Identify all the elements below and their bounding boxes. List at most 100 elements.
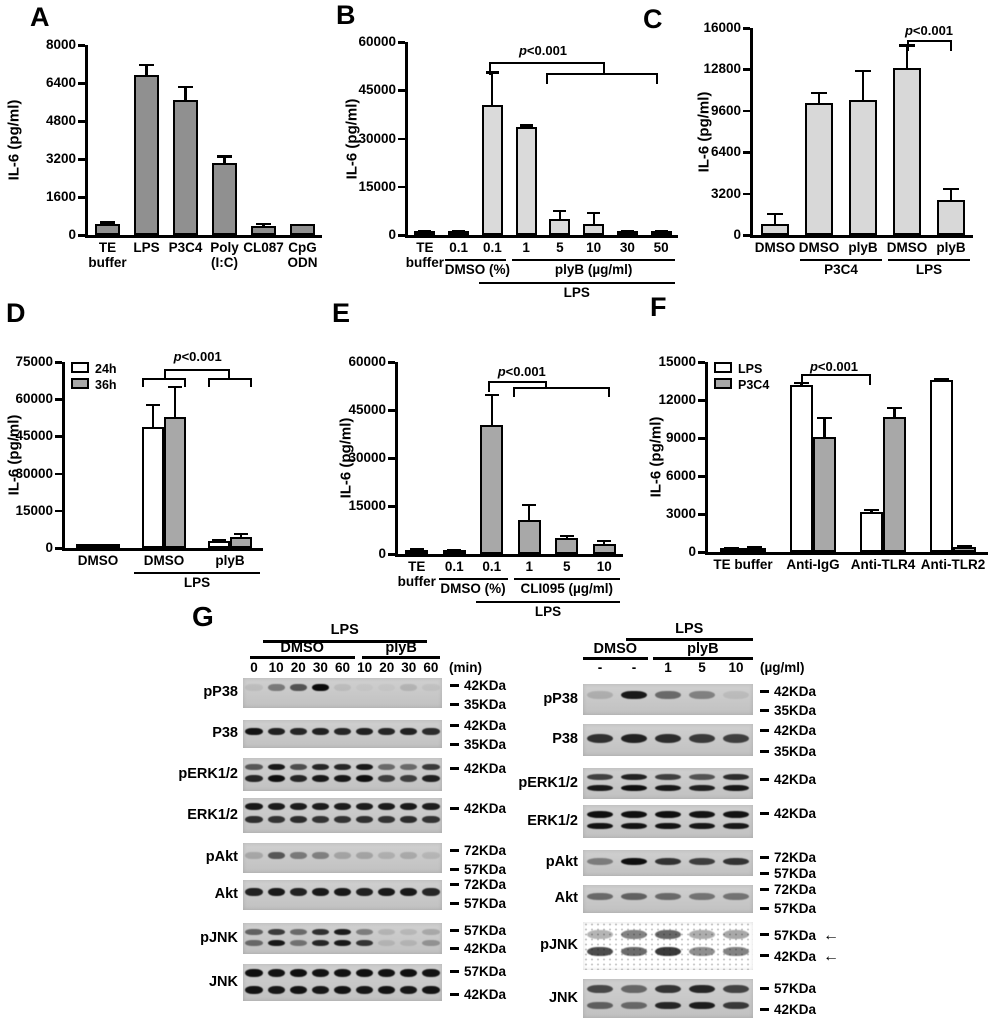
group-label: P3C4 <box>824 262 858 277</box>
sig-label: p<0.001 <box>497 364 546 379</box>
protein-band <box>245 986 263 994</box>
mw-marker-dash <box>760 906 769 910</box>
blot-image-pP38 <box>243 678 442 708</box>
band-pointer-arrow-icon: ← <box>823 927 840 944</box>
legend-swatch-36h <box>71 378 89 389</box>
protein-band <box>245 803 263 811</box>
y-axis-tick-label: 3200 <box>45 151 76 166</box>
x-category-label: CpG ODN <box>287 240 318 270</box>
error-bar-stem <box>525 126 528 129</box>
error-bar-cap <box>810 92 828 95</box>
protein-band <box>267 815 285 823</box>
error-bar-cap <box>418 229 432 232</box>
protein-band <box>688 785 716 792</box>
protein-band <box>267 928 285 935</box>
error-bar-stem <box>565 537 568 539</box>
y-axis-tick-label: 30000 <box>15 465 53 481</box>
blot-row-label-Akt: Akt <box>214 886 238 902</box>
x-category-label: 0.1 <box>482 559 502 574</box>
mw-marker-dash <box>450 969 459 973</box>
protein-band <box>400 683 418 692</box>
y-axis-title-A: IL-6 (pg/ml) <box>5 99 23 181</box>
sig-bracket-tick <box>488 381 490 392</box>
blot-header-plyB: plyB <box>385 640 417 656</box>
bar-A-1 <box>134 74 159 235</box>
protein-band <box>333 803 352 811</box>
error-bar-cap <box>522 504 537 507</box>
blot-row-label-pERK1/2: pERK1/2 <box>518 774 578 791</box>
group-label: LPS <box>534 604 562 619</box>
x-category-label: LPS <box>133 240 160 255</box>
y-axis-tick-label: 15000 <box>358 178 396 194</box>
y-axis-tick <box>743 151 750 154</box>
protein-band <box>356 684 373 692</box>
protein-band <box>654 774 682 781</box>
error-bar-stem <box>963 546 966 548</box>
bar-A-2 <box>173 99 198 235</box>
mw-marker-label: 57KDa <box>464 922 507 938</box>
protein-band <box>654 858 682 866</box>
mw-marker-dash <box>760 933 769 936</box>
protein-band <box>267 775 285 782</box>
protein-band <box>355 763 374 771</box>
x-category-label: DMSO <box>886 240 928 255</box>
protein-band <box>422 815 440 823</box>
protein-band <box>654 1001 682 1010</box>
protein-band <box>688 690 716 699</box>
mw-marker-label: 57KDa <box>774 866 817 882</box>
legend-label-LPS: LPS <box>738 362 763 376</box>
mw-marker-label: 42KDa <box>464 760 507 776</box>
blot-image-pAkt <box>583 850 753 876</box>
protein-band <box>311 986 329 994</box>
protein-band <box>311 851 329 860</box>
y-axis-tick-label: 30000 <box>358 130 396 146</box>
group-line-DMSO (%) <box>438 578 508 581</box>
protein-band <box>422 763 440 771</box>
protein-band <box>722 690 750 699</box>
error-bar-cap <box>887 407 902 410</box>
bar-A-3 <box>212 162 237 235</box>
group-label: DMSO (%) <box>444 262 510 277</box>
mw-marker-label: 57KDa <box>464 963 507 979</box>
blot-lane-label: 5 <box>698 660 706 675</box>
y-axis-tick-label: 30000 <box>348 450 386 465</box>
protein-band <box>267 888 285 896</box>
mw-marker-dash <box>450 683 459 687</box>
y-axis-tick-label: 3000 <box>665 506 696 521</box>
mw-marker-dash <box>760 709 769 713</box>
x-category-label: plyB <box>215 553 245 568</box>
y-axis-tick-label: 0 <box>45 540 53 555</box>
protein-band <box>311 888 329 896</box>
mw-marker-dash <box>760 986 769 990</box>
protein-band <box>333 815 352 823</box>
sig-bracket-tick <box>907 40 909 51</box>
x-category-label: TE buffer <box>405 240 444 270</box>
protein-band <box>378 888 396 896</box>
mw-marker-label: 72KDa <box>774 849 817 865</box>
sig-bracket-tick <box>603 62 606 73</box>
protein-band <box>400 803 418 811</box>
y-axis-tick <box>398 137 405 140</box>
mw-marker-dash <box>450 947 459 951</box>
protein-band <box>355 928 374 935</box>
error-bar-cap <box>654 230 668 233</box>
y-axis-tick-label: 0 <box>733 227 741 242</box>
blot-image-pP38 <box>583 684 753 715</box>
sig-bracket-tick <box>183 378 186 387</box>
protein-band <box>654 893 682 901</box>
y-axis-tick-label: 16000 <box>703 20 741 35</box>
mw-marker-dash <box>760 750 769 754</box>
protein-band <box>400 986 418 994</box>
x-category-label: plyB <box>936 240 966 255</box>
error-bar-stem <box>949 190 953 202</box>
blot-lane-label: - <box>631 660 637 675</box>
protein-band <box>289 728 307 736</box>
x-category-label: DMSO <box>798 240 840 255</box>
y-axis-tick <box>55 509 62 513</box>
error-bar-stem <box>239 535 242 539</box>
blot-lane-label: 0 <box>250 660 258 675</box>
protein-band <box>688 734 716 743</box>
group-label: plyB (µg/ml) <box>554 262 633 277</box>
group-label: CLI095 (µg/ml) <box>520 581 614 596</box>
legend-swatch-LPS <box>714 362 732 373</box>
